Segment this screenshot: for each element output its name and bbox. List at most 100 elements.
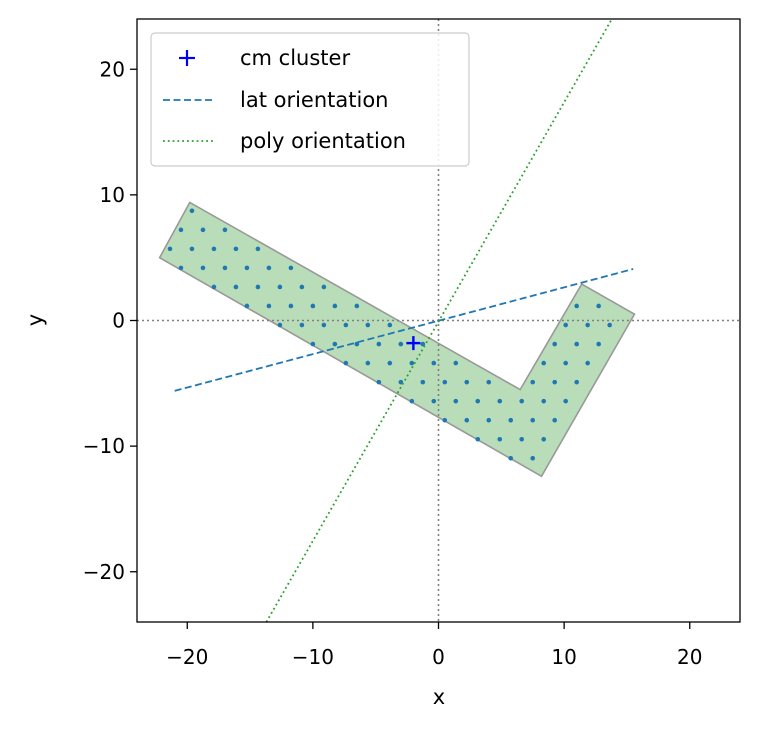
axis-ticks: −20 −10 0 10 20 −20 −10 0 10 20 [83, 57, 703, 669]
y-tick-label: −20 [83, 560, 125, 584]
lattice-point [574, 379, 579, 385]
lattice-point [563, 360, 568, 366]
lattice-point [431, 360, 437, 366]
lattice-point [442, 417, 448, 423]
lattice-point [398, 379, 404, 385]
lattice-point [222, 227, 228, 233]
x-tick-label: −20 [166, 645, 208, 669]
lattice-point [464, 379, 470, 385]
lattice-point [266, 303, 272, 309]
series-line-lat-orientation [174, 268, 634, 392]
lattice-point [376, 379, 382, 385]
lattice-point [431, 398, 437, 404]
legend-box [150, 32, 470, 167]
lattice-point [574, 341, 579, 347]
lattice-point [530, 455, 536, 461]
lattice-point [244, 265, 250, 271]
lattice-point [365, 322, 371, 328]
lattice-point [541, 398, 547, 404]
lattice-point [464, 417, 470, 423]
lattice-point [387, 360, 393, 366]
x-axis-label: x [433, 685, 445, 709]
lattice-point [409, 360, 415, 366]
series-line-poly-orientation [265, 19, 613, 622]
lattice-point [332, 303, 338, 309]
lattice-point [211, 284, 217, 290]
lattice-point [596, 341, 601, 347]
lattice-point [288, 303, 294, 309]
lattice-point [299, 322, 305, 328]
lattice-point [321, 284, 327, 290]
lattice-point [321, 322, 327, 328]
lattice-point [310, 341, 316, 347]
lattice-point [343, 360, 349, 366]
lattice-point [585, 360, 590, 366]
lattice-point [178, 227, 184, 233]
lattice-point [211, 246, 217, 252]
lattice-point [222, 265, 228, 271]
y-axis-label: y [23, 314, 47, 326]
lattice-point [189, 246, 195, 252]
lattice-point [453, 398, 459, 404]
x-tick-label: 10 [551, 645, 576, 669]
lattice-point [607, 322, 612, 328]
lattice-point [486, 417, 492, 423]
plot-area [137, 19, 740, 622]
lattice-point [343, 322, 349, 328]
lattice-point [541, 360, 547, 366]
lattice-point [475, 436, 481, 442]
y-tick-label: 10 [100, 183, 125, 207]
lattice-point [376, 341, 382, 347]
lattice-point [508, 417, 514, 423]
lattice-point [530, 379, 536, 385]
lattice-point [585, 322, 590, 328]
lattice-point [387, 322, 393, 328]
lattice-point [277, 284, 283, 290]
lattice-point [233, 246, 239, 252]
lattice-point [398, 341, 404, 347]
lattice-point [563, 398, 568, 404]
lattice-point [277, 322, 283, 328]
legend-label-cm-cluster: cm cluster [240, 46, 350, 70]
lattice-point [530, 417, 536, 423]
legend-marker-cm-cluster [179, 50, 195, 66]
lattice-point [288, 265, 294, 271]
lattice-point [508, 455, 514, 461]
lattice-point [453, 360, 459, 366]
lattice-point [200, 227, 206, 233]
x-tick-label: −10 [292, 645, 334, 669]
lattice-point [200, 265, 206, 271]
lattice-point [563, 322, 568, 328]
lattice-point [497, 436, 503, 442]
lattice-point [255, 246, 261, 252]
lattice-point [332, 341, 338, 347]
lattice-point [354, 303, 360, 309]
lattice-point [233, 284, 239, 290]
lattice-point [266, 265, 272, 271]
lattice-point [299, 284, 305, 290]
lattice-point [519, 398, 525, 404]
x-tick-label: 20 [677, 645, 702, 669]
lattice-point [409, 398, 415, 404]
y-tick-label: 0 [112, 309, 125, 333]
lattice-point [519, 436, 525, 442]
lattice-point [310, 303, 316, 309]
lattice-point [596, 303, 601, 309]
lattice-point [486, 379, 492, 385]
lattice-point [552, 341, 558, 347]
lattice-point [420, 379, 426, 385]
lattice-point [552, 417, 558, 423]
series-marker-cm-cluster [406, 336, 421, 351]
y-tick-label: −10 [83, 434, 125, 458]
lattice-point [244, 303, 250, 309]
lattice-point [189, 208, 195, 214]
lattice-point [167, 246, 173, 252]
lattice-point [178, 265, 184, 271]
legend: cm cluster lat orientation poly orientat… [150, 32, 470, 167]
lattice-point [255, 284, 261, 290]
y-tick-label: 20 [100, 57, 125, 81]
polygon-shape [158, 201, 636, 478]
lattice-point [475, 398, 481, 404]
legend-label-lat-orientation: lat orientation [240, 88, 389, 112]
